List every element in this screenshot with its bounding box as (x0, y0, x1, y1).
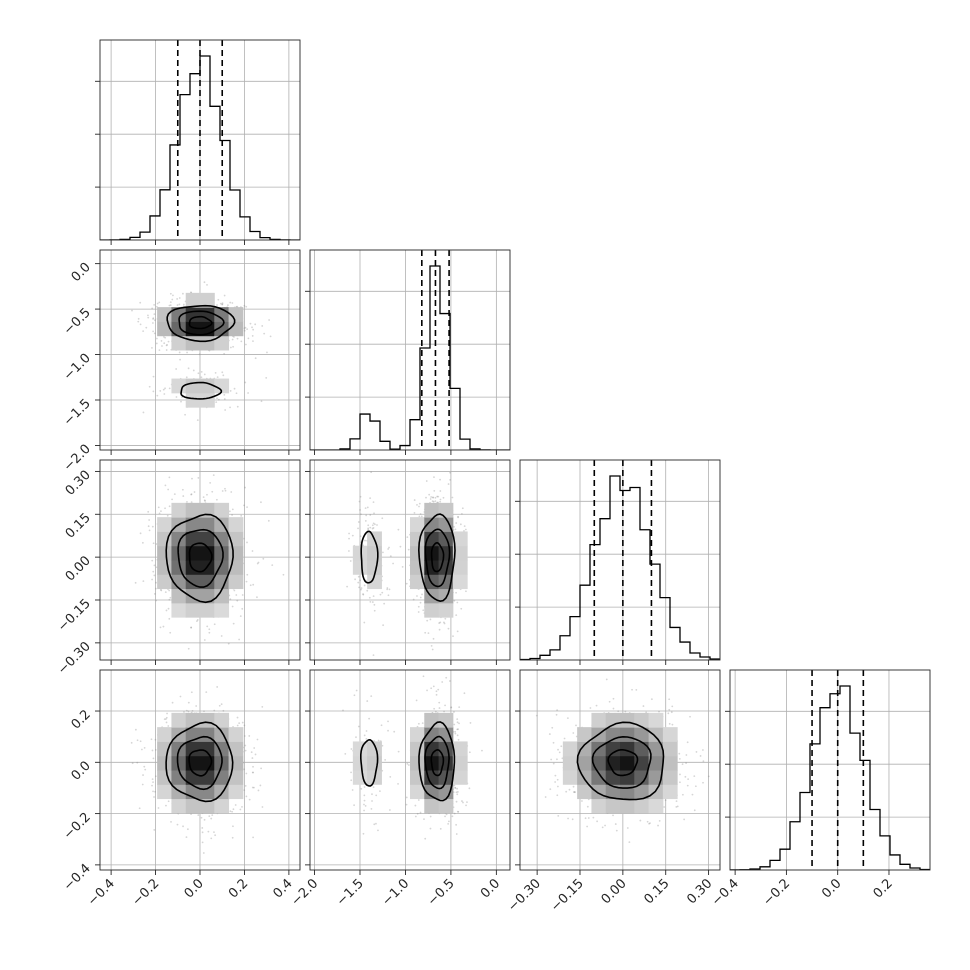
y-tick-label: −0.15 (55, 596, 94, 635)
grid-lines (310, 250, 510, 450)
contours (576, 721, 665, 801)
x-tick-label: 0.0 (182, 876, 207, 901)
x-tick-label: −1.0 (379, 876, 412, 909)
grid-lines (100, 460, 300, 660)
x-tick-label: 0.15 (641, 876, 672, 907)
y-tick-label: −0.30 (55, 639, 94, 678)
contours (165, 513, 234, 604)
axes-frame (519, 459, 721, 661)
axes-frame (729, 669, 931, 871)
y-tick-label: −0.5 (61, 305, 94, 338)
axes-frame (309, 669, 511, 871)
panel-0-0 (95, 39, 301, 245)
contours (360, 513, 456, 603)
y-tick-label: 0.15 (63, 511, 94, 542)
axes-frame (519, 669, 721, 871)
y-tick-label: 0.0 (69, 759, 94, 784)
y-tick-label: 0.2 (69, 707, 94, 732)
contours (166, 304, 236, 400)
y-tick-label: −2.0 (61, 442, 94, 475)
x-tick-label: −0.4 (85, 876, 118, 909)
x-tick-label: −2.0 (288, 876, 321, 909)
density-shading (352, 502, 468, 618)
panel-2-0: −0.30 −0.15 0.00 0.15 0.30 (55, 459, 301, 678)
y-tick-label: −1.5 (61, 396, 94, 429)
panel-3-0: −0.4 −0.2 0.0 0.2 0.4−0.4−0.20.00.2 (61, 669, 301, 909)
panel-3-2: −0.30 −0.15 0.00 0.15 0.30 (505, 669, 721, 915)
density-shading (157, 712, 244, 814)
density-shading (562, 712, 678, 814)
x-tick-label: −0.30 (505, 876, 544, 915)
histogram-1 (310, 265, 510, 450)
y-tick-label: 0.0 (69, 260, 94, 285)
x-tick-label: 0.2 (871, 876, 896, 901)
histogram-3 (730, 685, 930, 870)
density-shading (352, 712, 468, 814)
y-tick-label: −1.0 (61, 351, 94, 384)
x-tick-label: −0.5 (425, 876, 458, 909)
panel-2-1 (305, 459, 511, 665)
x-tick-label: −0.4 (709, 876, 742, 909)
y-tick-label: 0.30 (63, 468, 94, 499)
histogram-2 (520, 475, 720, 660)
x-tick-label: −0.15 (548, 876, 587, 915)
y-tick-label: 0.00 (63, 553, 94, 584)
y-tick-label: −0.4 (61, 861, 94, 894)
x-tick-label: 0.0 (819, 876, 844, 901)
grid-lines (520, 670, 720, 870)
axes-frame (309, 459, 511, 661)
x-tick-label: −1.5 (334, 876, 367, 909)
axes-frame (309, 249, 511, 451)
contours (360, 721, 456, 802)
panel-3-1: −2.0 −1.5 −1.0 −0.5 0.0 (288, 669, 511, 909)
x-tick-label: 0.0 (478, 876, 503, 901)
density-shading (157, 292, 244, 408)
panel-1-0: −2.0 −1.5 −1.0 −0.5 0.0 (61, 249, 301, 475)
x-tick-label: 0.00 (599, 876, 630, 907)
panel-2-2 (515, 459, 721, 665)
panel-1-1 (305, 249, 511, 455)
x-tick-label: −0.2 (129, 876, 162, 909)
contours (165, 721, 234, 803)
x-tick-label: 0.30 (684, 876, 715, 907)
density-shading (157, 502, 244, 618)
x-tick-label: −0.2 (760, 876, 793, 909)
panel-3-3: −0.4 −0.2 0.0 0.2 (709, 669, 931, 909)
y-tick-label: −0.2 (61, 810, 94, 843)
x-tick-label: 0.2 (226, 876, 251, 901)
